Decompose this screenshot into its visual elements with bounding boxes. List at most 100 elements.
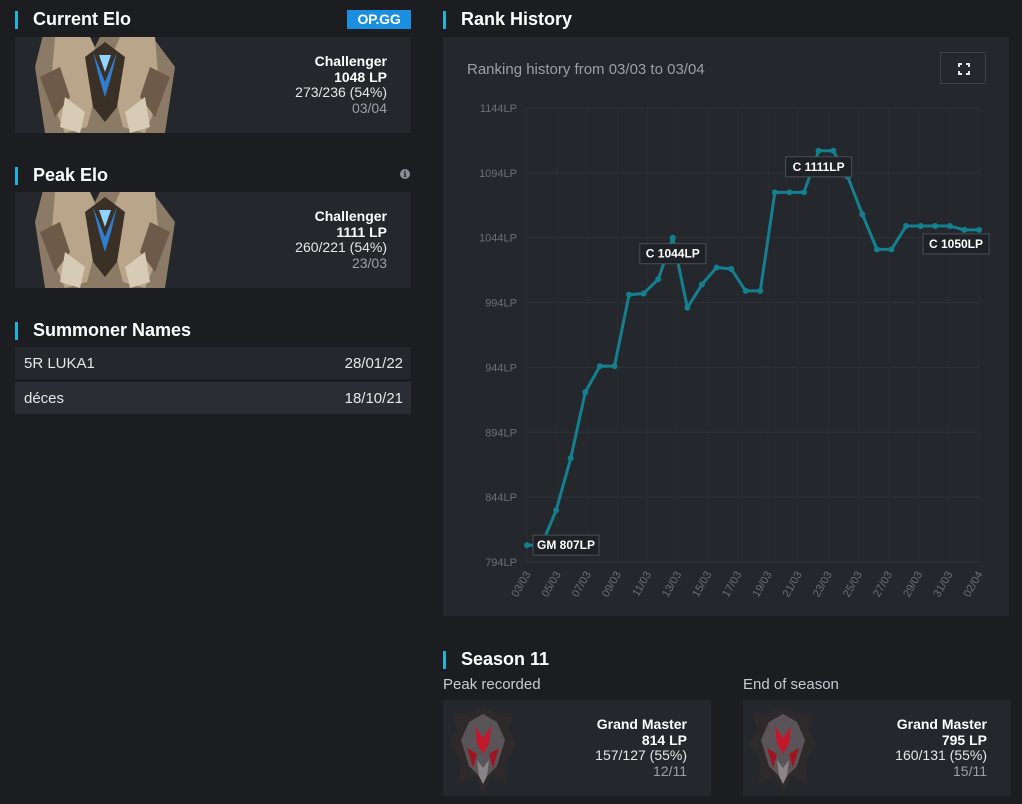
x-tick-label: 03/03 bbox=[509, 570, 533, 600]
annotation-label: GM 807LP bbox=[537, 538, 595, 552]
section-accent-bar bbox=[15, 10, 18, 29]
y-tick-label: 894LP bbox=[485, 427, 517, 439]
x-tick-label: 05/03 bbox=[540, 570, 564, 600]
y-tick-label: 1094LP bbox=[479, 168, 517, 180]
data-point bbox=[742, 287, 749, 294]
y-tick-label: 994LP bbox=[485, 298, 517, 310]
fullscreen-button[interactable] bbox=[940, 52, 986, 84]
season-peak-date: 12/11 bbox=[653, 762, 687, 779]
summoner-names-title: Summoner Names bbox=[15, 320, 191, 341]
season-peak-lp: 814 LP bbox=[641, 731, 687, 748]
data-point bbox=[611, 363, 618, 370]
y-tick-label: 944LP bbox=[485, 362, 517, 374]
data-point bbox=[524, 542, 530, 549]
current-elo-winloss: 273/236 (54%) bbox=[295, 84, 387, 100]
peak-elo-lp: 1111 LP bbox=[336, 223, 387, 240]
data-point bbox=[728, 265, 735, 272]
x-tick-label: 13/03 bbox=[660, 570, 684, 600]
x-tick-label: 11/03 bbox=[630, 570, 654, 599]
current-elo-stats: Challenger 1048 LP 273/236 (54%) 03/04 bbox=[295, 53, 387, 116]
summoner-name: déces bbox=[24, 389, 65, 407]
rank-history-title-text: Rank History bbox=[461, 9, 573, 29]
data-point bbox=[830, 147, 837, 154]
summoner-name-date: 28/01/22 bbox=[344, 354, 403, 372]
y-tick-label: 794LP bbox=[485, 557, 517, 569]
x-tick-label: 17/03 bbox=[720, 570, 744, 600]
peak-elo-winloss: 260/221 (54%) bbox=[295, 239, 387, 255]
annotation-box bbox=[785, 156, 853, 178]
y-tick-label: 1144LP bbox=[480, 103, 517, 115]
x-tick-label: 25/03 bbox=[841, 570, 865, 600]
current-elo-card: Challenger 1048 LP 273/236 (54%) 03/04 bbox=[15, 37, 411, 133]
peak-recorded-label: Peak recorded bbox=[443, 676, 541, 693]
summoner-name: 5R LUKA1 bbox=[24, 354, 95, 372]
chart-subtitle: Ranking history from 03/03 to 03/04 bbox=[467, 61, 705, 78]
season-peak-stats: Grand Master 814 LP 157/127 (55%) 12/11 bbox=[595, 716, 687, 779]
end-of-season-label: End of season bbox=[743, 676, 839, 693]
peak-elo-date: 23/03 bbox=[351, 254, 387, 271]
season-end-lp: 795 LP bbox=[941, 731, 987, 748]
data-point bbox=[596, 363, 603, 370]
summoner-names-title-text: Summoner Names bbox=[33, 320, 192, 340]
challenger-emblem-icon bbox=[25, 192, 185, 288]
x-tick-label: 21/03 bbox=[781, 570, 805, 600]
data-point bbox=[801, 189, 808, 196]
series-line bbox=[527, 149, 979, 547]
summoner-name-date: 18/10/21 bbox=[344, 389, 403, 407]
x-tick-label: 19/03 bbox=[751, 570, 775, 600]
section-accent-bar bbox=[443, 650, 446, 669]
season-peak-card: Grand Master 814 LP 157/127 (55%) 12/11 bbox=[443, 700, 711, 796]
data-point bbox=[888, 246, 895, 253]
season-end-date: 15/11 bbox=[953, 762, 987, 779]
annotation-box bbox=[532, 534, 600, 556]
expand-icon bbox=[958, 63, 970, 75]
season-end-stats: Grand Master 795 LP 160/131 (55%) 15/11 bbox=[895, 716, 987, 779]
data-point bbox=[757, 287, 764, 294]
y-tick-label: 844LP bbox=[485, 492, 517, 504]
info-icon[interactable]: i bbox=[400, 169, 410, 179]
section-accent-bar bbox=[443, 10, 446, 29]
data-point bbox=[771, 189, 778, 196]
data-point bbox=[976, 226, 982, 233]
x-tick-label: 23/03 bbox=[811, 570, 835, 600]
data-point bbox=[655, 276, 662, 283]
peak-elo-title-text: Peak Elo bbox=[33, 165, 109, 185]
x-tick-label: 09/03 bbox=[600, 570, 624, 600]
data-point bbox=[582, 389, 589, 396]
data-point bbox=[903, 223, 910, 230]
rank-history-chart-panel: 794LP 844LP 894LP 944LP 994LP 1044LP 1094LP 114… bbox=[443, 37, 1009, 616]
data-point bbox=[713, 264, 720, 271]
season-end-tier: Grand Master bbox=[896, 716, 987, 732]
data-point bbox=[917, 223, 924, 230]
current-elo-title-text: Current Elo bbox=[33, 9, 132, 29]
x-tick-label: 31/03 bbox=[931, 570, 955, 600]
rank-history-chart[interactable]: 794LP 844LP 894LP 944LP 994LP 1044LP 1094LP 114… bbox=[443, 37, 1009, 616]
season-peak-tier: Grand Master bbox=[596, 716, 687, 732]
current-elo-date: 03/04 bbox=[351, 99, 387, 116]
data-point bbox=[626, 291, 633, 298]
current-elo-lp: 1048 LP bbox=[334, 68, 387, 85]
season-title-text: Season 11 bbox=[461, 649, 550, 669]
peak-elo-card: Challenger 1111 LP 260/221 (54%) 23/03 bbox=[15, 192, 411, 288]
opgg-link-button[interactable]: OP.GG bbox=[347, 10, 411, 29]
rank-history-title: Rank History bbox=[443, 9, 572, 30]
data-point bbox=[786, 189, 793, 196]
challenger-emblem-icon bbox=[25, 37, 185, 133]
data-point bbox=[946, 223, 953, 230]
annotation-label: C 1050LP bbox=[929, 237, 983, 251]
season-title: Season 11 bbox=[443, 649, 549, 670]
x-tick-label: 15/03 bbox=[690, 570, 714, 600]
current-elo-title: Current Elo bbox=[15, 9, 131, 30]
season-end-winloss: 160/131 (55%) bbox=[895, 747, 987, 763]
list-item: déces 18/10/21 bbox=[15, 382, 411, 414]
data-point bbox=[684, 304, 691, 311]
data-point bbox=[961, 226, 968, 233]
section-accent-bar bbox=[15, 321, 18, 340]
annotation-box bbox=[922, 233, 990, 255]
season-peak-winloss: 157/127 (55%) bbox=[595, 747, 687, 763]
peak-elo-stats: Challenger 1111 LP 260/221 (54%) 23/03 bbox=[295, 208, 387, 271]
x-tick-label: 07/03 bbox=[570, 570, 594, 600]
y-tick-label: 1044LP bbox=[479, 233, 517, 245]
data-point bbox=[815, 147, 822, 154]
peak-elo-title: Peak Elo bbox=[15, 165, 108, 186]
